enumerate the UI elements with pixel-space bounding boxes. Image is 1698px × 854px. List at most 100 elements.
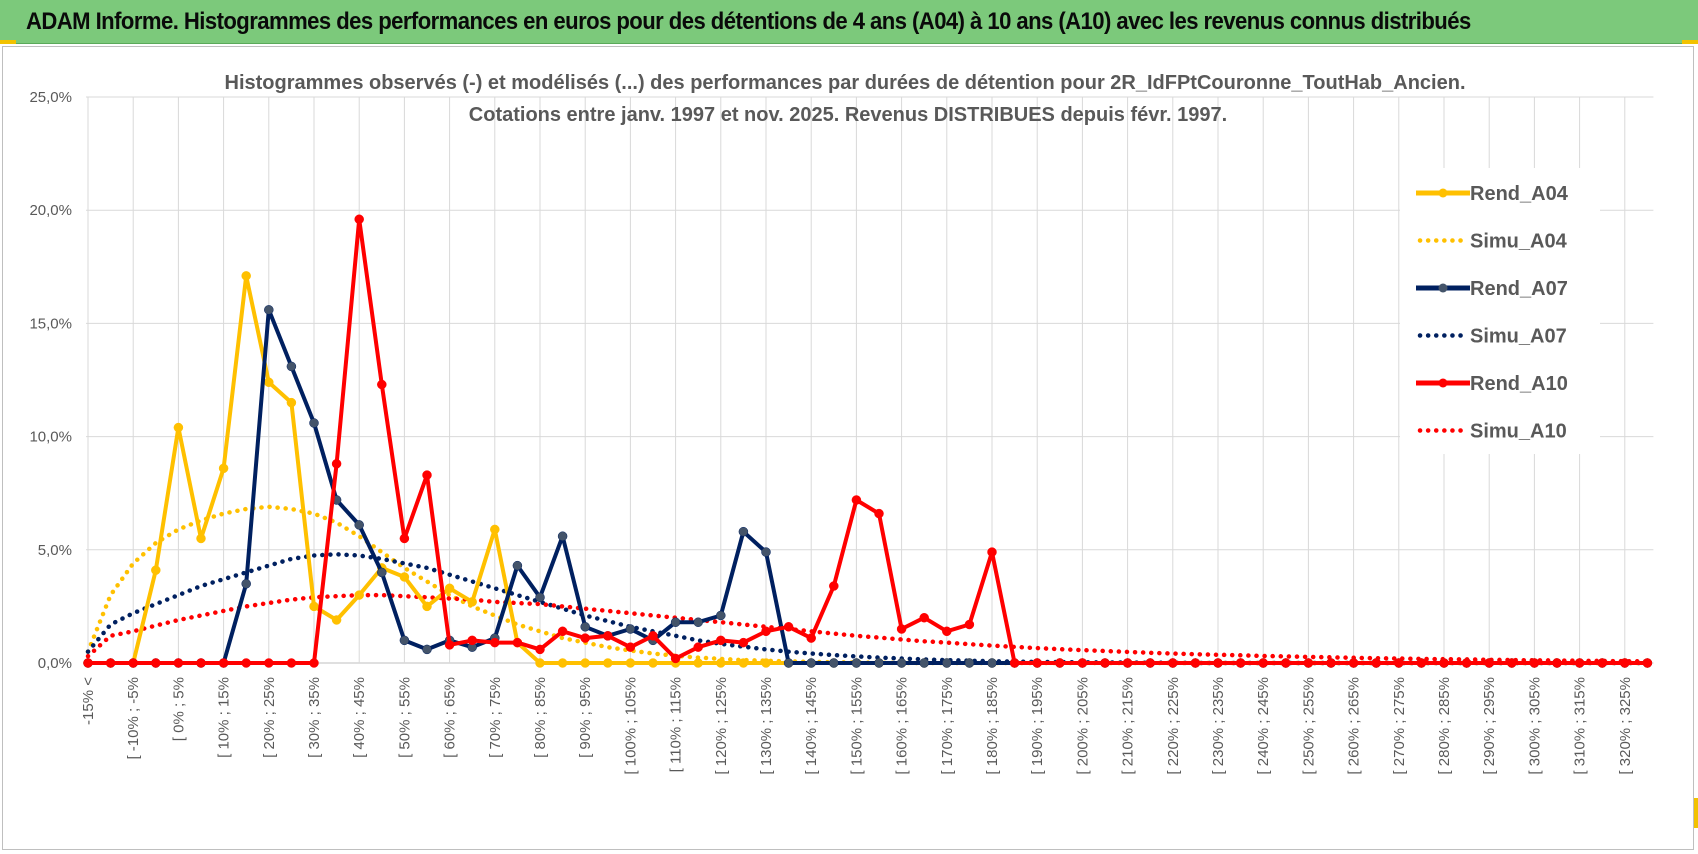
- x-tick-label: [ 200% ; 205%: [1074, 677, 1091, 775]
- x-tick-label: [ 310% ; 315%: [1572, 677, 1589, 775]
- data-point: [919, 612, 929, 623]
- data-point: [377, 379, 387, 390]
- data-point: [151, 565, 161, 575]
- x-tick-label: [ 190% ; 195%: [1029, 677, 1046, 775]
- data-point: [399, 635, 410, 646]
- legend-marker: [1438, 188, 1448, 198]
- data-point: [1574, 658, 1585, 668]
- x-tick-label: [ 160% ; 165%: [894, 677, 911, 775]
- data-point: [309, 658, 319, 668]
- data-point: [173, 422, 184, 433]
- data-point: [1484, 658, 1494, 668]
- x-tick-label: [ 100% ; 105%: [622, 677, 639, 775]
- data-point: [1348, 658, 1359, 668]
- legend-label: Simu_A04: [1470, 231, 1568, 253]
- data-point: [851, 658, 862, 668]
- x-tick-label: [ 150% ; 155%: [848, 677, 865, 775]
- data-point: [377, 567, 387, 578]
- data-point: [896, 658, 907, 668]
- data-point: [1258, 658, 1268, 668]
- data-point: [693, 658, 703, 668]
- data-point: [806, 658, 816, 668]
- data-point: [196, 533, 206, 544]
- data-point: [783, 622, 794, 632]
- data-point: [467, 635, 477, 646]
- x-tick-label: [ 130% ; 135%: [758, 677, 775, 775]
- data-point: [896, 624, 907, 634]
- chart-title-group: Histogrammes observés (-) et modélisés (…: [225, 72, 1466, 126]
- legend-item-Rend_A07: Rend_A07: [1416, 278, 1568, 300]
- data-point: [919, 658, 929, 668]
- data-point: [648, 658, 658, 668]
- legend-item-Simu_A07: Simu_A07: [1417, 326, 1567, 348]
- data-point: [241, 658, 251, 668]
- data-point: [1620, 658, 1630, 668]
- data-point: [490, 637, 500, 648]
- data-point: [761, 658, 771, 668]
- x-tick-label: [ 30% ; 35%: [306, 677, 323, 758]
- series-line: [85, 592, 1650, 664]
- data-point: [535, 658, 545, 668]
- header-banner: ADAM Informe. Histogrammes des performan…: [0, 0, 1698, 44]
- legend-item-Rend_A04: Rend_A04: [1416, 183, 1569, 205]
- data-point: [693, 617, 703, 627]
- data-point: [1303, 658, 1314, 668]
- data-point: [264, 377, 274, 388]
- x-tick-label: [ 170% ; 175%: [939, 677, 956, 775]
- data-point: [942, 626, 952, 637]
- data-point: [1597, 658, 1607, 668]
- data-point: [309, 418, 319, 428]
- data-point: [1416, 658, 1427, 668]
- data-point: [670, 617, 681, 627]
- data-point: [264, 305, 274, 315]
- x-tick-label: [ 210% ; 215%: [1120, 677, 1137, 775]
- chart-title: Histogrammes observés (-) et modélisés (…: [225, 72, 1466, 94]
- data-point: [987, 547, 997, 557]
- data-point: [557, 531, 568, 541]
- legend-label: Simu_A10: [1470, 421, 1567, 443]
- data-point: [1077, 658, 1088, 668]
- legend-box: [1400, 168, 1600, 454]
- data-point: [1100, 658, 1110, 668]
- legend-item-Rend_A10: Rend_A10: [1416, 373, 1568, 395]
- data-point: [580, 658, 590, 668]
- x-tick-label: [ 260% ; 265%: [1346, 677, 1363, 775]
- series-Rend_A10: [83, 214, 1653, 668]
- x-tick-label: [ 230% ; 235%: [1210, 677, 1227, 775]
- data-point: [1032, 658, 1042, 668]
- data-point: [1507, 658, 1517, 668]
- x-tick-label: [ 10% ; 15%: [216, 677, 233, 758]
- x-tick-label: [ 50% ; 55%: [396, 677, 413, 758]
- data-point: [1055, 658, 1065, 668]
- legend-label: Rend_A04: [1470, 183, 1569, 205]
- x-tick-label: [ 0% ; 5%: [170, 677, 187, 741]
- series: [83, 214, 1653, 668]
- data-point: [1529, 658, 1540, 668]
- data-point: [512, 560, 523, 571]
- data-point: [1168, 658, 1178, 668]
- legend-marker: [1438, 283, 1448, 293]
- data-point: [557, 626, 568, 637]
- data-point: [716, 658, 726, 668]
- data-point: [444, 640, 455, 650]
- x-tick-label: [ 140% ; 145%: [803, 677, 820, 775]
- data-point: [354, 214, 364, 225]
- data-point: [331, 459, 342, 469]
- x-tick-label: [ 40% ; 45%: [351, 677, 368, 758]
- data-point: [422, 470, 432, 480]
- y-tick-label: 10,0%: [29, 429, 72, 446]
- data-point: [1371, 658, 1381, 668]
- data-point: [1213, 658, 1223, 668]
- data-point: [331, 615, 342, 625]
- data-point: [535, 592, 545, 603]
- data-point: [354, 590, 364, 600]
- report-title: ADAM Informe. Histogrammes des performan…: [26, 8, 1471, 35]
- data-point: [467, 597, 477, 607]
- series-line: [88, 217, 1648, 665]
- x-tick-label: [ 220% ; 225%: [1165, 677, 1182, 775]
- data-point: [851, 495, 862, 505]
- x-tick-label: [ 280% ; 285%: [1436, 677, 1453, 775]
- data-point: [512, 637, 523, 648]
- data-point: [874, 508, 884, 519]
